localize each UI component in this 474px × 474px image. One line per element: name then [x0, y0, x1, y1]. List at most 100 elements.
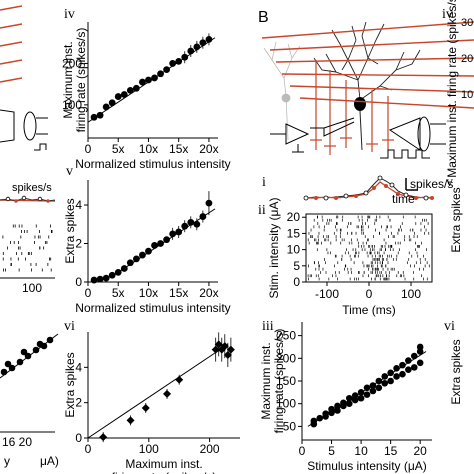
chart-v: 0 5x 10x 15x 20x 0 2 4 Normalized stimulus inten…: [63, 180, 231, 315]
data-point: [46, 336, 54, 344]
chart-vi: 0 100 200 0 2 4 Maximum inst.firing rate (spik…: [63, 332, 240, 474]
x-tick-label: 10: [354, 444, 368, 458]
x-tick-label: 0: [366, 287, 373, 301]
data-point: [120, 265, 128, 272]
data-point: [316, 414, 324, 422]
data-point: [310, 417, 318, 425]
x-tick-label: 100: [139, 442, 159, 456]
psth-point-red: [396, 192, 400, 196]
data-point: [120, 91, 128, 98]
psth-point-open: [389, 182, 395, 188]
data-point: [393, 364, 400, 372]
data-point: [399, 370, 406, 378]
right-tick-30: 30: [461, 17, 473, 29]
data-point: [363, 391, 371, 398]
data-point: [141, 403, 150, 412]
y-axis-label-line: firing rate (spikes/s): [74, 28, 88, 133]
data-point: [357, 394, 365, 402]
psth-point-red: [372, 186, 376, 190]
data-point: [416, 343, 424, 351]
left-fragment-tick-100: 100: [22, 281, 42, 295]
data-point: [36, 340, 44, 348]
psth-point-red: [430, 196, 434, 200]
data-point: [32, 346, 40, 354]
data-point: [24, 352, 32, 360]
x-tick-label: 20x: [199, 286, 218, 300]
chart-iii: 0 5 10 15 20 50 100 150 200 250 Stimulus intensity…: [259, 322, 432, 473]
data-point: [175, 375, 184, 384]
y-axis-label: Maximum inst.firing rate (spikes/s): [259, 329, 286, 434]
data-point: [369, 387, 377, 395]
psth-scalebar: [405, 178, 418, 191]
data-point: [96, 275, 104, 283]
x-tick-label: 20: [414, 444, 428, 458]
data-point: [416, 359, 424, 367]
y-tick-label: 200: [62, 56, 82, 70]
x-tick-label: 5: [328, 444, 335, 458]
raster-ii: -100 0 100 0 5 10 15 20 Time (ms) Stim. intensity…: [267, 198, 433, 317]
data-point: [345, 394, 353, 402]
data-point: [175, 57, 183, 65]
data-point: [340, 399, 347, 407]
data-point: [163, 66, 171, 74]
panel-label-iv: iv: [64, 7, 75, 22]
y-tick-label: 2: [75, 237, 82, 251]
psth-point-open: [343, 193, 349, 199]
data-point: [211, 345, 220, 354]
left-fragment-ticks: 16 20: [2, 435, 32, 449]
x-tick-label: -100: [315, 287, 339, 301]
x-tick-label: 100: [401, 287, 421, 301]
psth-time-label: time: [392, 192, 415, 206]
panel-label-Bii: ii: [258, 203, 266, 218]
left-fragment-psth: [0, 195, 56, 203]
y-tick-label: 10: [287, 243, 301, 257]
data-point: [163, 389, 172, 398]
panel-label-Bi: i: [262, 175, 266, 190]
psth-point-open: [323, 195, 329, 201]
y-tick-label: 100: [276, 397, 296, 411]
left-fragment-schematic: [0, 5, 23, 83]
data-point: [351, 396, 359, 404]
data-point: [381, 379, 389, 387]
data-point: [16, 358, 24, 366]
data-point: [322, 410, 329, 417]
y-tick-label: 15: [287, 226, 301, 240]
data-point: [399, 361, 406, 369]
y-tick-label: 150: [276, 374, 296, 388]
x-axis-label: Time (ms): [342, 303, 396, 317]
left-fragment-y: y: [4, 454, 10, 468]
y-axis-label-line: Maximum inst.: [61, 41, 75, 118]
y-axis-label-line: Maximum inst.: [259, 342, 273, 419]
data-point: [102, 103, 110, 111]
psth-point-red: [384, 184, 388, 188]
data-point: [8, 364, 16, 372]
data-point: [387, 369, 394, 377]
data-point: [96, 111, 104, 119]
data-point: [187, 218, 195, 226]
data-point: [369, 382, 377, 389]
x-axis-label-line: Maximum inst.: [125, 457, 202, 471]
right-label-v: v: [446, 175, 453, 190]
right-ylabel: Maximum inst. firing rate (spikes/s): [445, 0, 459, 178]
y-tick-label: 50: [283, 419, 297, 433]
psth-point-open: [363, 190, 369, 196]
data-point: [214, 340, 223, 349]
y-tick-label: 20: [287, 210, 301, 224]
data-point: [387, 377, 394, 385]
data-point: [4, 360, 12, 368]
x-tick-label: 15: [384, 444, 398, 458]
fit-line: [87, 343, 229, 439]
x-axis-label: Normalized stimulus intensity: [75, 157, 230, 171]
right-extra-vi: Extra spikes: [449, 339, 463, 404]
data-point: [114, 268, 122, 276]
data-point: [114, 93, 122, 100]
left-fragment-unit: μA): [40, 454, 59, 468]
panel-letter-B: B: [258, 9, 269, 26]
x-tick-label: 0: [85, 442, 92, 456]
data-point: [410, 352, 418, 360]
data-point: [132, 84, 140, 92]
y-tick-label: 4: [75, 198, 82, 212]
x-tick-label: 0: [299, 444, 306, 458]
y-tick-label: 5: [293, 259, 300, 273]
